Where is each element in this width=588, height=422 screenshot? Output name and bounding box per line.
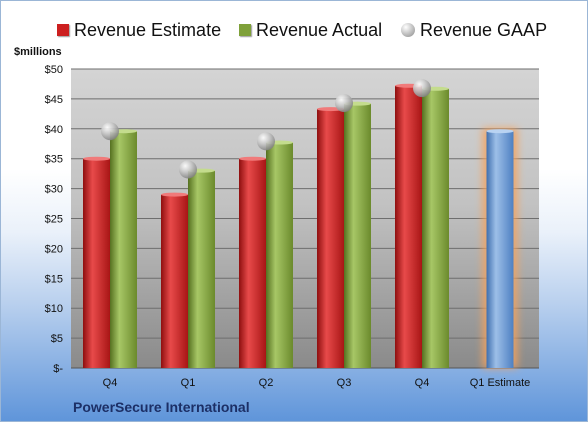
legend-label-gaap: Revenue GAAP (420, 19, 548, 40)
legend: Revenue Estimate Revenue Actual Revenue … (1, 17, 587, 43)
legend-item-gaap: Revenue GAAP (401, 17, 547, 43)
bar-revenue-actual (188, 170, 215, 368)
x-tick-label: Q2 (259, 377, 274, 389)
y-tick-label: $20 (45, 243, 63, 255)
legend-swatch-actual (239, 24, 251, 36)
y-tick-label: $50 (45, 64, 63, 76)
x-tick-label: Q4 (415, 377, 430, 389)
marker-revenue-gaap (413, 79, 431, 98)
bar-revenue-estimate-forecast (486, 131, 514, 368)
y-axis: $- $5 $10 $15 $20 $25 $30 $35 $40 $45 $50 (45, 64, 64, 375)
y-tick-label: $45 (45, 94, 63, 106)
x-tick-label: Q4 (103, 377, 118, 389)
legend-swatch-estimate (57, 24, 69, 36)
bar-top (161, 192, 188, 197)
legend-item-actual: Revenue Actual (239, 17, 382, 43)
bar-revenue-actual (266, 142, 293, 368)
y-tick-label: $15 (45, 273, 63, 285)
bar-revenue-estimate (317, 109, 344, 368)
bar-revenue-actual (422, 88, 449, 368)
gridlines (71, 68, 539, 369)
y-tick-label: $5 (51, 333, 63, 345)
y-tick-label: $- (53, 363, 63, 375)
y-tick-label: $10 (45, 303, 63, 315)
y-tick-label: $25 (45, 214, 63, 226)
bar-revenue-estimate (239, 158, 266, 368)
y-tick-label: $30 (45, 184, 63, 196)
legend-label-estimate: Revenue Estimate (74, 19, 222, 40)
bar-revenue-actual (110, 131, 137, 368)
y-tick-label: $40 (45, 124, 63, 136)
bar-revenue-estimate (161, 194, 188, 368)
bar-revenue-estimate (395, 85, 422, 368)
marker-revenue-gaap (101, 122, 119, 141)
company-name: PowerSecure International (73, 399, 250, 415)
bar-revenue-actual (344, 103, 371, 369)
x-axis: Q4 Q1 Q2 Q3 Q4 Q1 Estimate (103, 377, 531, 389)
x-tick-label: Q1 Estimate (470, 377, 531, 389)
marker-revenue-gaap (335, 94, 353, 113)
bar-top (486, 129, 514, 134)
x-tick-label: Q1 (181, 377, 196, 389)
x-tick-label: Q3 (337, 377, 352, 389)
bar-top (83, 156, 110, 161)
y-tick-label: $35 (45, 154, 63, 166)
marker-revenue-gaap (257, 132, 275, 151)
bars (83, 79, 518, 369)
bar-revenue-estimate (83, 158, 110, 368)
bar-top (239, 156, 266, 161)
legend-label-actual: Revenue Actual (256, 19, 383, 40)
legend-swatch-gaap (401, 23, 415, 37)
y-unit-label: $millions (14, 46, 62, 58)
legend-item-estimate: Revenue Estimate (57, 17, 221, 43)
marker-revenue-gaap (179, 160, 197, 179)
